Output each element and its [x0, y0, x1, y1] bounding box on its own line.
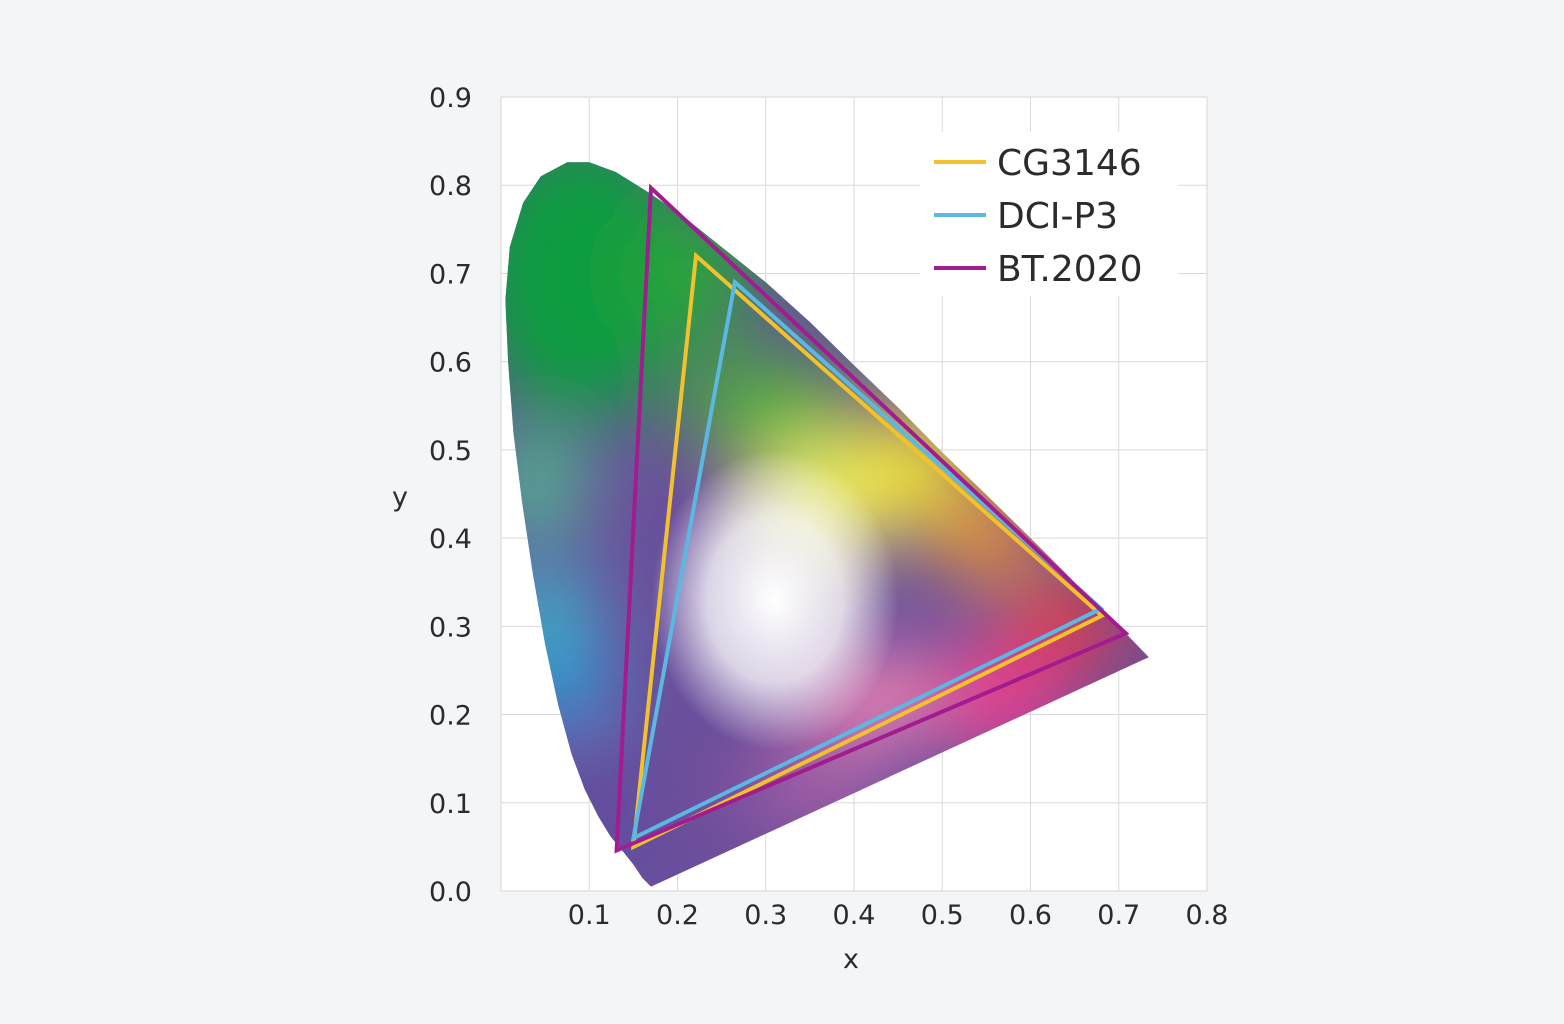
- gamut-triangle-bt-2020: [614, 183, 1130, 854]
- y-tick-label: 0.5: [429, 436, 472, 467]
- y-tick-label: 0.3: [429, 612, 472, 643]
- color-blob: [505, 432, 590, 539]
- x-tick-label: 0.2: [656, 900, 699, 931]
- y-tick-label: 0.8: [429, 171, 472, 202]
- color-blob: [677, 352, 854, 459]
- white-point-glow: [651, 449, 899, 750]
- legend-label: DCI-P3: [997, 196, 1118, 237]
- y-tick-label: 0.2: [429, 701, 472, 732]
- y-tick-label: 0.4: [429, 524, 472, 555]
- legend-label: CG3146: [997, 143, 1142, 184]
- y-tick-label: 0.7: [429, 259, 472, 290]
- y-axis-title: y: [392, 482, 408, 513]
- x-tick-label: 0.3: [744, 900, 787, 931]
- x-axis-title: x: [843, 944, 859, 975]
- gamut-triangles: [614, 183, 1130, 854]
- x-tick-label: 0.1: [568, 900, 611, 931]
- x-tick-label: 0.5: [921, 900, 964, 931]
- y-tick-label: 0.1: [429, 789, 472, 820]
- legend-label: BT.2020: [997, 249, 1142, 290]
- legend: CG3146 DCI-P3 BT.2020: [920, 132, 1178, 296]
- tick-labels: 0.1 0.2 0.3 0.4 0.5 0.6 0.7 0.8 0.0 0.1 0.2 0.3 0.4 0…: [429, 83, 1228, 931]
- x-tick-label: 0.7: [1097, 900, 1140, 931]
- x-tick-label: 0.4: [833, 900, 876, 931]
- plot-frame: [500, 96, 1208, 892]
- y-tick-label: 0.6: [429, 348, 472, 379]
- gamut-triangle-dci-p3: [630, 278, 1105, 842]
- x-tick-label: 0.8: [1186, 900, 1229, 931]
- x-tick-label: 0.6: [1009, 900, 1052, 931]
- y-tick-label: 0.9: [429, 83, 472, 114]
- gamut-triangle-cg3146: [631, 251, 1106, 851]
- y-tick-label: 0.0: [429, 877, 472, 908]
